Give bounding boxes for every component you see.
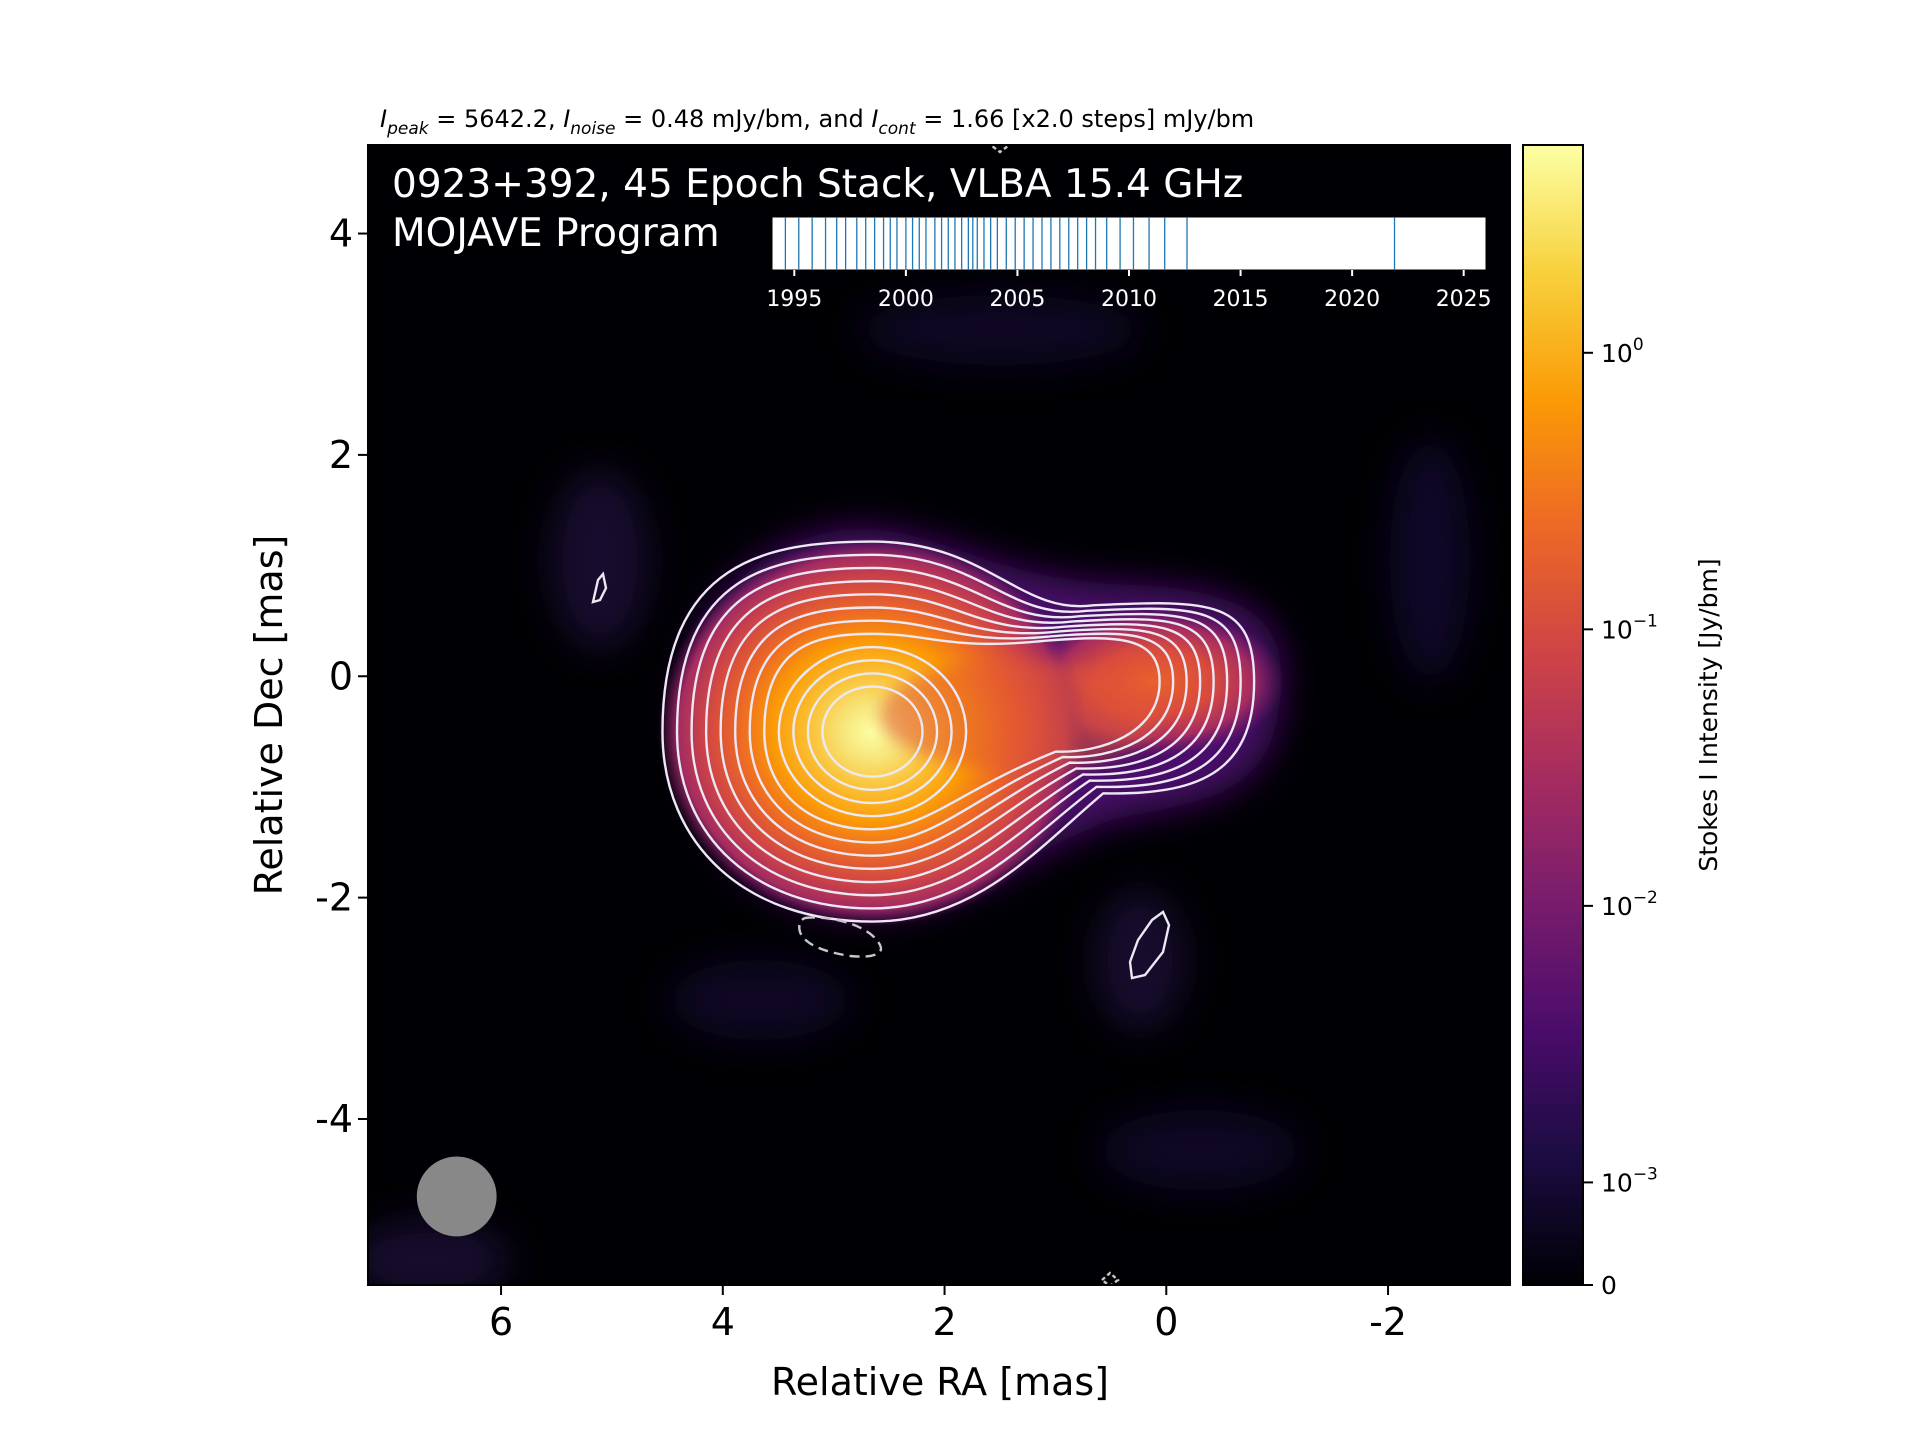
peak-symbol: I [380,105,387,133]
colorbar-tick-label: 10−3 [1601,1164,1658,1197]
y-axis: 4 2 0 -2 -4 [315,212,368,1141]
contour-blob [591,571,608,604]
y-tick-label: 2 [329,433,353,477]
contour-level [792,659,953,805]
sidelobe-patch [860,295,1140,365]
y-tick-label: 4 [329,212,353,256]
sidelobe-patch [1100,1110,1300,1190]
negative-contour [798,916,883,958]
cont-symbol: I [871,105,878,133]
y-tick-label: 0 [329,654,353,698]
epoch-tick-label: 2010 [1101,287,1157,312]
epoch-tick-label: 2000 [878,287,934,312]
colorbar-tick-label: 10−1 [1601,611,1658,644]
x-tick-label: 0 [1154,1300,1178,1344]
sidelobe-patch [550,470,650,650]
colorbar-label: Stokes I Intensity [Jy/bm] [1694,558,1723,871]
header-note: Ipeak = 5642.2, Inoise = 0.48 mJy/bm, an… [380,105,1254,139]
contour-level [734,606,1188,857]
x-axis-label: Relative RA [mas] [771,1360,1109,1404]
peak-subscript: peak [386,119,430,139]
colorbar-tick-label: 10−2 [1601,888,1658,921]
x-tick-label: 6 [489,1300,513,1344]
sidelobe-patch [1095,890,1185,1030]
y-tick-label: -2 [315,876,353,920]
contour-level [806,672,939,791]
colorbar-gradient [1522,144,1584,1286]
epoch-timeline: 1995 2000 2005 2010 2015 2020 2025 [766,216,1492,312]
negative-contour [1100,1271,1120,1285]
program-label: MOJAVE Program [392,211,720,256]
x-tick-label: 2 [932,1300,956,1344]
minor-contours [591,145,1171,1285]
intensity-map [368,145,1510,1285]
contour-level [821,685,924,778]
y-tick-label: -4 [315,1097,353,1141]
epoch-tick-label: 1995 [766,287,822,312]
cont-subscript: cont [878,119,917,139]
epoch-axis: 1995 2000 2005 2010 2015 2020 2025 [766,270,1492,312]
map-frame [367,144,1511,1286]
cont-value: = 1.66 [x2.0 steps] mJy/bm [916,105,1255,133]
colorbar-tick-label: 0 [1601,1271,1617,1300]
epoch-tick-label: 2020 [1324,287,1380,312]
contour-level [661,540,1256,923]
epoch-tick-label: 2025 [1436,287,1492,312]
sidelobe-noise [368,295,1470,1285]
y-axis-label: Relative Dec [mas] [247,535,291,896]
x-tick-label: 4 [711,1300,735,1344]
contour-level [748,619,1175,844]
sidelobe-patch [670,960,850,1040]
x-axis: 6 4 2 0 -2 [489,1285,1407,1344]
colorbar-ticks: 100 10−1 10−2 10−3 0 [1583,335,1658,1300]
peak-value: = 5642.2, [429,105,564,133]
noise-value: = 0.48 mJy/bm, and [616,105,872,133]
contour-level [704,579,1215,884]
colorbar: 100 10−1 10−2 10−3 0 Stokes I Intensity [Jy/… [1522,144,1723,1300]
sidelobe-patch [368,1220,510,1285]
sidelobe-patch [1390,440,1470,680]
epoch-tick-label: 2015 [1213,287,1269,312]
contour-level [690,566,1229,897]
colorbar-tick-label: 100 [1601,335,1644,368]
noise-subscript: noise [570,119,615,139]
contours [661,540,1256,923]
contour-blob [1128,910,1171,980]
source-label: 0923+392, 45 Epoch Stack, VLBA 15.4 GHz [392,162,1243,207]
x-tick-label: -2 [1369,1300,1407,1344]
noise-symbol: I [563,105,570,133]
epoch-lines [784,217,1396,270]
beam-ellipse [416,1156,497,1237]
contour-level [675,553,1242,910]
contour-level [719,593,1202,871]
epoch-tick-label: 2005 [989,287,1045,312]
contour-level [763,632,1161,831]
contour-level [777,645,968,818]
epoch-strip-background [771,216,1487,271]
